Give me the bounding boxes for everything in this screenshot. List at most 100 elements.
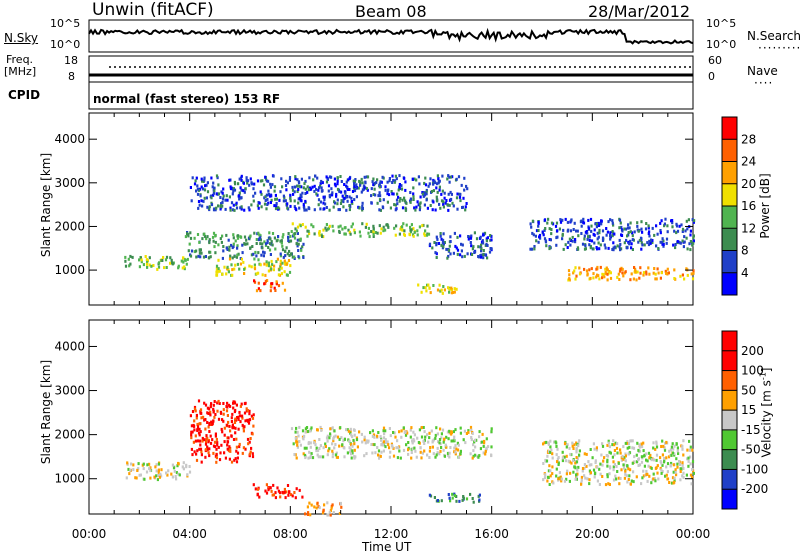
power-pixel (609, 271, 612, 275)
velocity-pixel (571, 444, 574, 448)
velocity-cbar-tick-label: 50 (741, 383, 756, 397)
power-pixel (236, 244, 239, 248)
velocity-pixel (646, 479, 649, 483)
power-pixel (404, 208, 407, 212)
power-pixel (292, 192, 295, 196)
velocity-pixel (358, 430, 361, 434)
power-pixel (229, 254, 232, 258)
velocity-pixel (392, 454, 396, 458)
power-pixel (618, 218, 622, 222)
velocity-pixel (302, 437, 305, 441)
velocity-pixel (478, 430, 481, 434)
power-pixel (336, 176, 339, 180)
power-pixel (630, 242, 633, 246)
power-pixel (300, 177, 303, 181)
power-pixel (328, 195, 331, 199)
power-pixel (613, 245, 616, 249)
velocity-pixel (438, 452, 441, 456)
power-pixel (692, 271, 695, 275)
power-pixel (395, 177, 398, 181)
power-pixel (611, 219, 614, 223)
power-pixel (271, 243, 274, 247)
power-pixel (274, 193, 277, 197)
velocity-pixel (682, 471, 685, 475)
velocity-pixel (576, 457, 579, 461)
velocity-pixel (195, 452, 198, 456)
power-pixel (267, 179, 270, 183)
power-pixel (671, 219, 674, 222)
velocity-pixel (138, 473, 141, 477)
velocity-pixel (633, 455, 636, 459)
power-pixel (308, 176, 311, 180)
velocity-pixel (271, 493, 274, 497)
velocity-pixel (202, 415, 205, 419)
power-pixel (270, 198, 273, 202)
power-pixel (579, 220, 582, 224)
power-pixel (235, 206, 239, 210)
velocity-pixel (329, 427, 332, 431)
power-pixel (448, 244, 451, 248)
power-pixel (537, 229, 540, 232)
power-pixel (424, 229, 427, 233)
power-pixel (317, 188, 320, 192)
power-pixel (255, 289, 259, 293)
power-pixel (335, 194, 338, 198)
velocity-pixel (434, 433, 437, 437)
power-pixel (489, 234, 492, 237)
power-pixel (215, 192, 218, 196)
velocity-pixel (577, 465, 580, 469)
power-pixel (199, 187, 202, 191)
velocity-pixel (636, 441, 639, 445)
velocity-pixel (421, 451, 424, 455)
power-pixel (561, 218, 564, 222)
velocity-pixel (244, 447, 247, 451)
velocity-pixel (370, 443, 373, 446)
power-pixel (240, 257, 243, 261)
velocity-pixel (241, 423, 244, 427)
power-pixel (219, 237, 222, 241)
velocity-pixel (436, 432, 439, 436)
velocity-pixel (549, 445, 552, 449)
power-pixel (470, 244, 473, 248)
nsearch-tick-top: 10^5 (706, 17, 737, 30)
power-pixel (217, 192, 220, 196)
power-pixel (350, 225, 353, 229)
power-pixel (600, 219, 603, 223)
power-pixel (294, 175, 297, 179)
power-pixel (384, 188, 387, 192)
power-pixel (228, 245, 231, 249)
velocity-pixel (474, 453, 477, 457)
velocity-pixel (477, 455, 480, 459)
power-pixel (425, 233, 429, 237)
velocity-pixel (246, 418, 249, 422)
power-pixel (648, 272, 651, 276)
power-pixel (246, 179, 250, 183)
power-pixel (144, 255, 147, 258)
velocity-pixel (325, 436, 329, 440)
power-pixel (267, 189, 270, 193)
power-pixel (258, 233, 261, 237)
velocity-pixel (642, 441, 645, 445)
power-pixel (662, 242, 665, 246)
power-pixel (208, 241, 211, 245)
power-pixel (222, 187, 225, 191)
power-pixel (426, 206, 429, 210)
velocity-pixel (431, 440, 434, 444)
velocity-pixel (310, 452, 313, 456)
velocity-pixel (316, 453, 319, 457)
velocity-data-layer (125, 399, 695, 517)
velocity-pixel (453, 435, 456, 439)
velocity-pixel (198, 427, 201, 431)
power-pixel (589, 276, 592, 280)
power-pixel (642, 273, 645, 277)
velocity-pixel (296, 440, 299, 444)
velocity-pixel (553, 440, 556, 444)
power-pixel (345, 180, 348, 184)
velocity-pixel (205, 440, 208, 443)
station-title: Unwin (fitACF) (92, 0, 214, 20)
velocity-pixel (264, 489, 267, 493)
power-pixel (567, 269, 571, 273)
power-pixel (317, 198, 321, 202)
power-pixel (386, 200, 389, 204)
velocity-pixel (557, 463, 560, 466)
